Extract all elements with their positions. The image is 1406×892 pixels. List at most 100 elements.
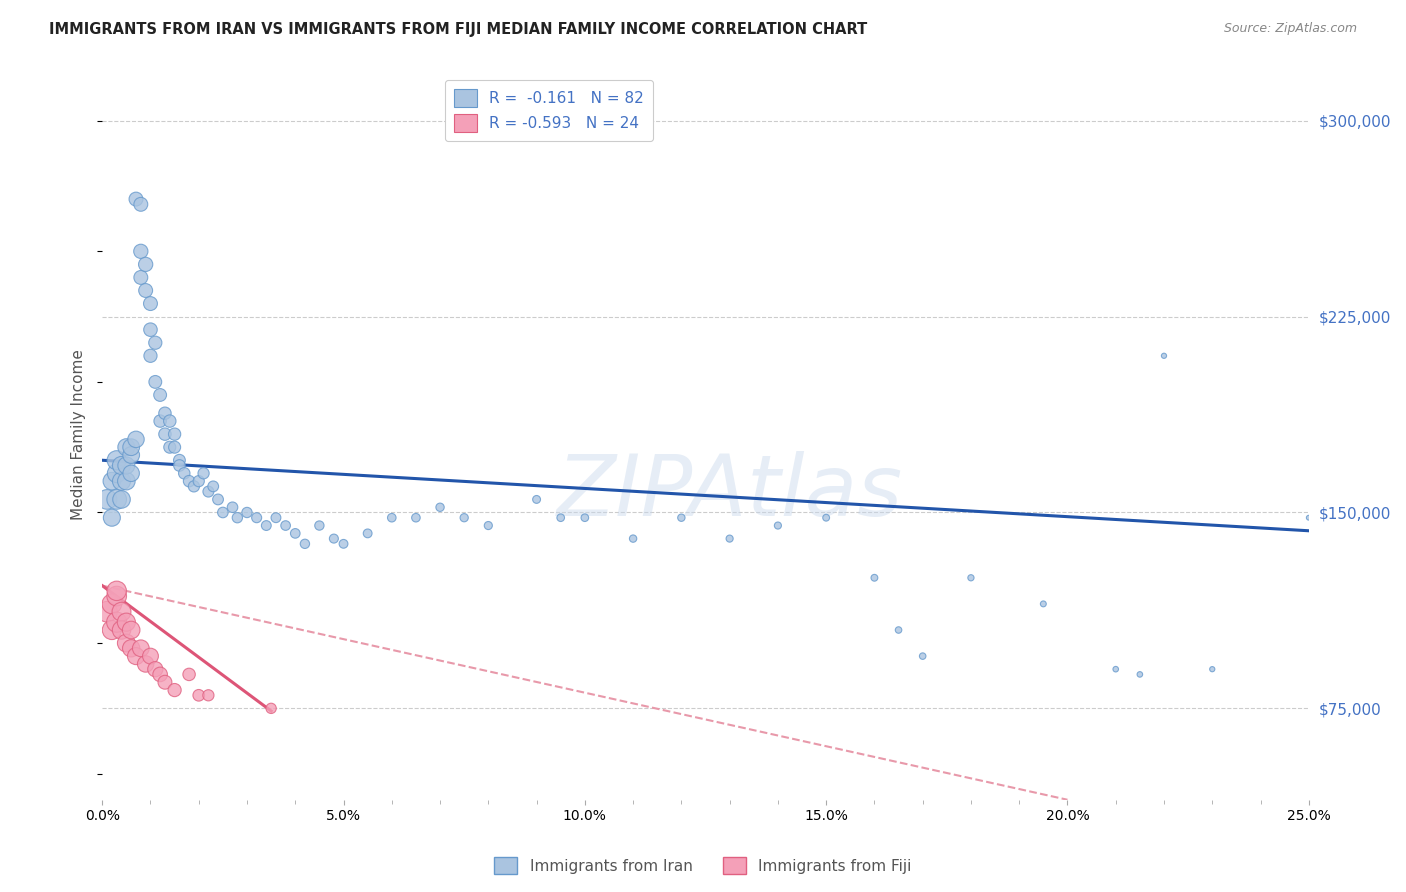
Point bbox=[169, 453, 191, 467]
Point bbox=[120, 448, 142, 462]
Point bbox=[197, 484, 219, 499]
Point bbox=[125, 649, 148, 664]
Point bbox=[120, 641, 142, 656]
Text: IMMIGRANTS FROM IRAN VS IMMIGRANTS FROM FIJI MEDIAN FAMILY INCOME CORRELATION CH: IMMIGRANTS FROM IRAN VS IMMIGRANTS FROM … bbox=[49, 22, 868, 37]
Point bbox=[193, 467, 215, 481]
Point bbox=[163, 683, 186, 698]
Point bbox=[381, 510, 404, 524]
Point bbox=[177, 667, 200, 681]
Point bbox=[187, 688, 209, 702]
Legend: R =  -0.161   N = 82, R = -0.593   N = 24: R = -0.161 N = 82, R = -0.593 N = 24 bbox=[444, 79, 652, 141]
Point bbox=[105, 615, 128, 630]
Point bbox=[183, 479, 205, 493]
Point bbox=[101, 474, 124, 488]
Point bbox=[105, 492, 128, 507]
Point bbox=[135, 257, 157, 271]
Point bbox=[163, 440, 186, 454]
Point bbox=[105, 467, 128, 481]
Point bbox=[526, 492, 548, 507]
Point bbox=[356, 526, 378, 541]
Point bbox=[221, 500, 243, 515]
Point bbox=[550, 510, 572, 524]
Point bbox=[207, 492, 229, 507]
Point bbox=[120, 623, 142, 637]
Point bbox=[139, 349, 162, 363]
Point bbox=[294, 537, 316, 551]
Text: ZIPAtlas: ZIPAtlas bbox=[557, 451, 903, 534]
Point bbox=[246, 510, 269, 524]
Point bbox=[159, 414, 181, 428]
Point bbox=[308, 518, 330, 533]
Point bbox=[274, 518, 297, 533]
Point bbox=[911, 649, 934, 664]
Point bbox=[173, 467, 195, 481]
Point bbox=[260, 701, 283, 715]
Point bbox=[149, 667, 172, 681]
Point bbox=[1105, 662, 1128, 676]
Point bbox=[187, 474, 209, 488]
Point bbox=[135, 657, 157, 671]
Point bbox=[1032, 597, 1054, 611]
Point bbox=[105, 589, 128, 603]
Point bbox=[159, 440, 181, 454]
Point bbox=[153, 427, 176, 442]
Point bbox=[153, 675, 176, 690]
Point bbox=[453, 510, 475, 524]
Point bbox=[149, 388, 172, 402]
Point bbox=[226, 510, 249, 524]
Point bbox=[149, 414, 172, 428]
Point bbox=[621, 532, 644, 546]
Point bbox=[169, 458, 191, 473]
Point bbox=[163, 427, 186, 442]
Point bbox=[766, 518, 789, 533]
Point bbox=[110, 458, 132, 473]
Point bbox=[718, 532, 741, 546]
Point bbox=[887, 623, 910, 637]
Point bbox=[197, 688, 219, 702]
Point bbox=[105, 583, 128, 598]
Legend: Immigrants from Iran, Immigrants from Fiji: Immigrants from Iran, Immigrants from Fi… bbox=[488, 851, 918, 880]
Point bbox=[139, 323, 162, 337]
Point bbox=[139, 649, 162, 664]
Point bbox=[110, 623, 132, 637]
Point bbox=[110, 492, 132, 507]
Point bbox=[671, 510, 693, 524]
Point bbox=[101, 597, 124, 611]
Point bbox=[125, 192, 148, 206]
Point bbox=[815, 510, 838, 524]
Point bbox=[125, 433, 148, 447]
Point bbox=[101, 510, 124, 524]
Point bbox=[574, 510, 596, 524]
Point bbox=[115, 458, 138, 473]
Point bbox=[96, 492, 118, 507]
Text: Source: ZipAtlas.com: Source: ZipAtlas.com bbox=[1223, 22, 1357, 36]
Point bbox=[115, 636, 138, 650]
Y-axis label: Median Family Income: Median Family Income bbox=[72, 349, 86, 519]
Point bbox=[143, 335, 166, 350]
Point bbox=[139, 296, 162, 310]
Point bbox=[96, 605, 118, 619]
Point bbox=[212, 506, 235, 520]
Point bbox=[429, 500, 451, 515]
Point bbox=[477, 518, 499, 533]
Point bbox=[264, 510, 287, 524]
Point bbox=[1298, 510, 1320, 524]
Point bbox=[101, 623, 124, 637]
Point bbox=[143, 662, 166, 676]
Point bbox=[120, 440, 142, 454]
Point bbox=[863, 571, 886, 585]
Point bbox=[332, 537, 354, 551]
Point bbox=[135, 284, 157, 298]
Point bbox=[153, 406, 176, 420]
Point bbox=[120, 467, 142, 481]
Point bbox=[1153, 349, 1175, 363]
Point bbox=[254, 518, 277, 533]
Point bbox=[115, 615, 138, 630]
Point bbox=[110, 474, 132, 488]
Point bbox=[284, 526, 307, 541]
Point bbox=[322, 532, 344, 546]
Point bbox=[405, 510, 427, 524]
Point bbox=[143, 375, 166, 389]
Point bbox=[236, 506, 259, 520]
Point bbox=[960, 571, 983, 585]
